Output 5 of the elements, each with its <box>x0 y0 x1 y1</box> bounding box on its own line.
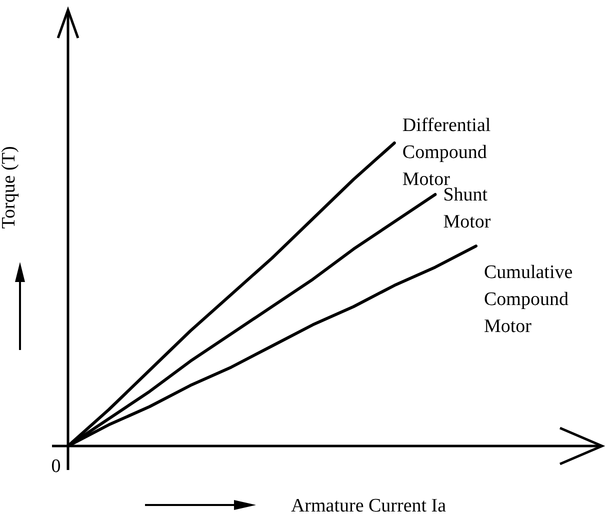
text: 0 <box>51 456 61 477</box>
x-axis-title: Armature Current Ia <box>290 496 447 516</box>
series-label: Cumulative Compound Motor <box>484 262 573 338</box>
y-axis-title: Torque (T) <box>0 146 20 229</box>
series-label: Shunt Motor <box>443 184 492 233</box>
